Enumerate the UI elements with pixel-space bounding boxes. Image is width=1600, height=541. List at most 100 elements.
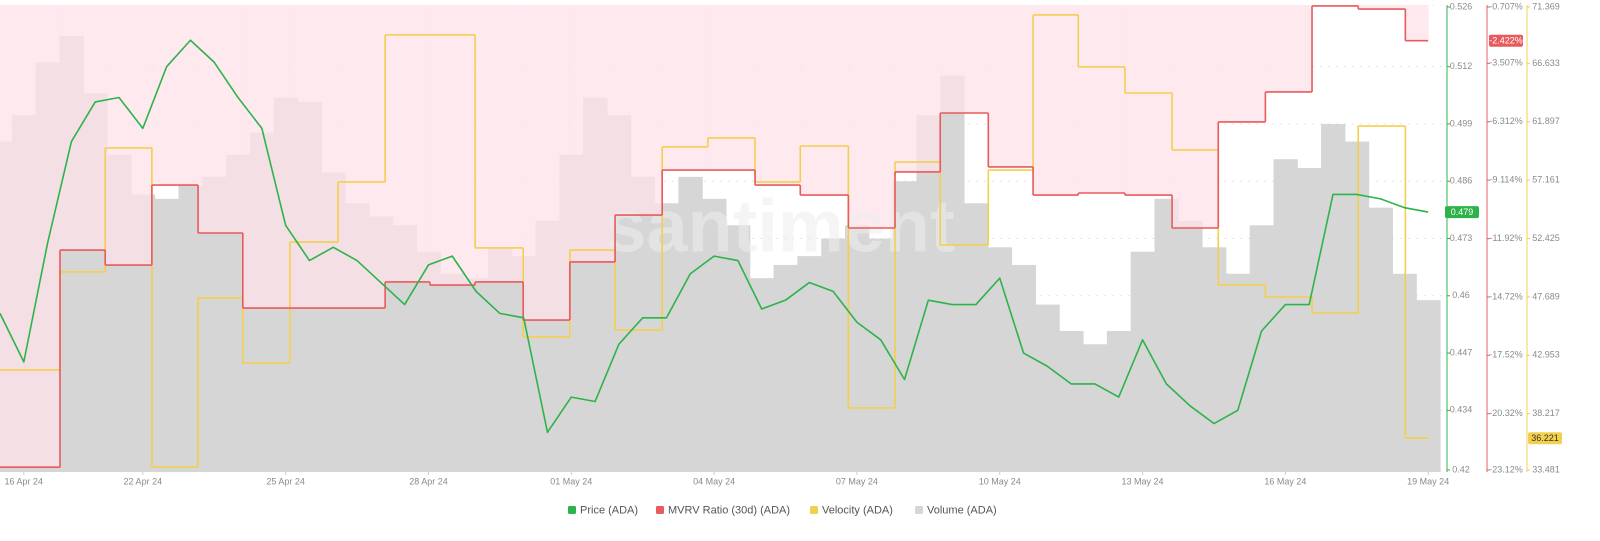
- volume-bar: [797, 256, 822, 472]
- volume-bar: [1083, 344, 1108, 472]
- watermark: santiment: [605, 185, 955, 268]
- x-tick-label: 01 May 24: [550, 476, 592, 486]
- mvrv-fill: [895, 5, 941, 172]
- legend-label: Velocity (ADA): [822, 504, 893, 516]
- mvrv-fill: [1358, 5, 1406, 10]
- y-tick-label: 57.161: [1532, 175, 1560, 185]
- y-tick-label: 47.689: [1532, 291, 1560, 301]
- y-tick-label: 38.217: [1532, 408, 1560, 418]
- mvrv-fill: [523, 5, 571, 321]
- y-tick-label: -20.32%: [1489, 408, 1523, 418]
- y-tick-label: -14.72%: [1489, 291, 1523, 301]
- legend-swatch: [568, 506, 576, 514]
- mvrv-fill: [988, 5, 1034, 167]
- y-tick-label: -0.707%: [1489, 1, 1523, 11]
- price-line: [0, 39, 1429, 434]
- volume-bar: [416, 251, 441, 472]
- volume-bar: [916, 115, 941, 472]
- legend-swatch: [915, 506, 923, 514]
- volume-bar: [702, 198, 727, 472]
- mvrv-fill: [755, 5, 801, 186]
- x-tick-label: 04 May 24: [693, 476, 735, 486]
- volume-bar: [1321, 123, 1346, 472]
- volume-bar: [726, 225, 751, 472]
- value-badge: [1528, 432, 1562, 445]
- y-tick-label: 0.486: [1450, 176, 1473, 186]
- legend-swatch: [810, 506, 818, 514]
- volume-bar: [987, 247, 1013, 472]
- value-badge: [1445, 206, 1479, 219]
- volume-bar: [654, 203, 679, 472]
- mvrv-fill: [615, 5, 663, 216]
- volume-bar: [1106, 331, 1132, 472]
- value-label: -2.422%: [1489, 36, 1523, 46]
- volume-bar: [487, 247, 513, 472]
- axes: 0.42 0.434 0.447 0.46 0.473 0.486 0.499 0.512 0.…: [5, 1, 1562, 516]
- legend-label: Volume (ADA): [927, 504, 997, 516]
- volume-bar: [749, 278, 775, 472]
- volume-bar: [1368, 207, 1393, 472]
- y-tick-label: 52.425: [1532, 233, 1560, 243]
- y-tick-label: 66.633: [1532, 58, 1560, 68]
- mvrv-fill: [569, 5, 616, 262]
- volume-bar: [678, 176, 703, 472]
- mvrv-fill: [707, 5, 756, 171]
- y-tick-label: 0.499: [1450, 118, 1473, 128]
- volume-bar: [154, 198, 180, 472]
- mvrv-fill: [0, 5, 61, 468]
- volume-bar: [630, 176, 656, 472]
- y-tick-label: -23.12%: [1489, 464, 1523, 474]
- volume-bar: [940, 75, 965, 472]
- volume-bar: [1011, 264, 1036, 472]
- mvrv-fill: [151, 5, 199, 186]
- mvrv-fill: [1124, 5, 1173, 196]
- mvrv-fill: [1218, 5, 1266, 122]
- mvrv-fill: [1172, 5, 1219, 229]
- mvrv-fill: [1405, 5, 1429, 41]
- mvrv-fill: [940, 5, 989, 113]
- mvrv-fill: [429, 5, 476, 286]
- x-tick-label: 22 Apr 24: [124, 476, 163, 486]
- mvrv-fill: [385, 5, 431, 282]
- mvrv-fill: [242, 5, 291, 309]
- x-tick-label: 07 May 24: [836, 476, 878, 486]
- y-tick-label: 0.447: [1450, 347, 1473, 357]
- value-label: 36.221: [1531, 433, 1559, 443]
- plot-area: santiment: [0, 5, 1442, 472]
- legend-swatch: [656, 506, 664, 514]
- volume-bar: [892, 181, 917, 472]
- volume-bar: [1035, 304, 1060, 472]
- volume-bar: [1130, 251, 1155, 472]
- y-tick-label: 0.473: [1450, 233, 1473, 243]
- volume-bar: [1178, 220, 1203, 472]
- volume-bar: [1273, 159, 1298, 472]
- volume-bar: [1344, 141, 1370, 472]
- y-tick-label: 0.46: [1452, 290, 1470, 300]
- mvrv-fill: [800, 5, 849, 196]
- mvrv-fill: [848, 5, 896, 229]
- y-tick-label: -3.507%: [1489, 58, 1523, 68]
- mvrv-fill: [338, 5, 386, 309]
- y-tick-label: 0.434: [1450, 405, 1473, 415]
- mvrv-fill: [1033, 5, 1079, 196]
- volume-bar: [773, 264, 798, 472]
- value-label: 0.479: [1451, 207, 1474, 217]
- y-tick-label: 0.42: [1452, 464, 1470, 474]
- x-tick-label: 10 May 24: [979, 476, 1021, 486]
- y-tick-label: -11.92%: [1490, 233, 1523, 243]
- volume-bar: [821, 238, 846, 472]
- mvrv-fill: [59, 5, 106, 251]
- x-tick-label: 28 Apr 24: [409, 476, 448, 486]
- y-tick-label: 42.953: [1532, 350, 1560, 360]
- volume-bar: [1249, 225, 1274, 472]
- x-tick-label: 19 May 24: [1407, 476, 1449, 486]
- y-tick-label: -17.52%: [1489, 350, 1523, 360]
- y-tick-label: 0.512: [1450, 61, 1473, 71]
- y-tick-label: -6.312%: [1489, 116, 1523, 126]
- volume-bar: [464, 278, 489, 472]
- volume-bar: [440, 273, 465, 472]
- volume-bar: [1154, 198, 1179, 472]
- volume-bar: [1225, 273, 1251, 472]
